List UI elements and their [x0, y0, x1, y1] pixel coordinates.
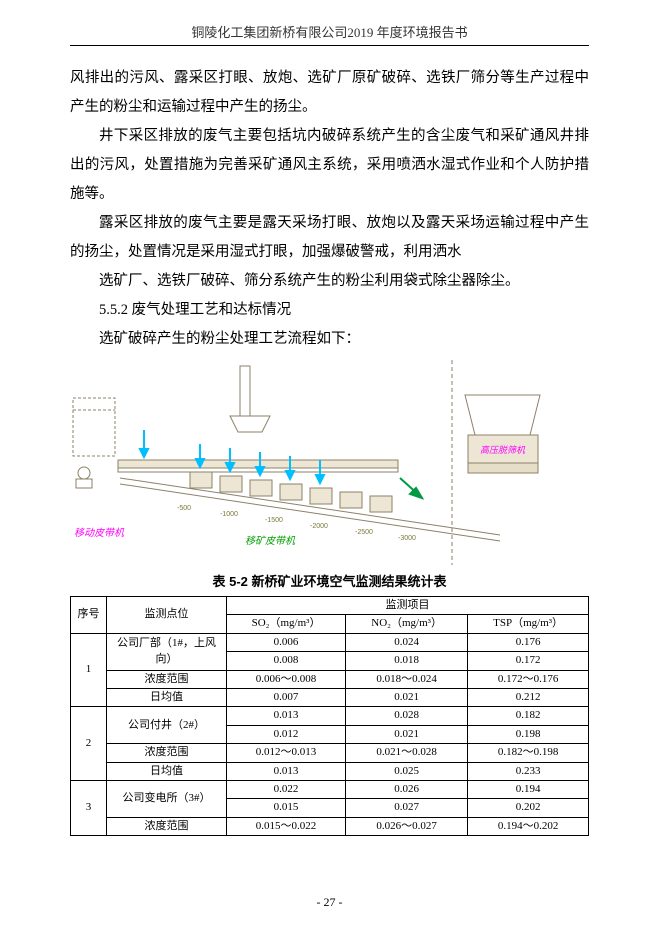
cell-value: 0.026: [346, 780, 468, 798]
cell-value: 0.172: [468, 652, 589, 670]
cell-value: 0.013: [227, 762, 346, 780]
cell-value: 0.202: [468, 799, 589, 817]
cell-value: 0.012～0.013: [227, 744, 346, 762]
cell-value: 0.182～0.198: [468, 744, 589, 762]
cell-point: 日均值: [107, 688, 227, 706]
cell-point: 公司变电所（3#）: [107, 780, 227, 817]
cell-value: 0.018: [346, 652, 468, 670]
cell-value: 0.021: [346, 725, 468, 743]
cell-value: 0.022: [227, 780, 346, 798]
cell-value: 0.172～0.176: [468, 670, 589, 688]
cell-value: 0.233: [468, 762, 589, 780]
cell-seq: 1: [71, 633, 107, 707]
cell-value: 0.194～0.202: [468, 817, 589, 835]
diagram-label-right: 高压脱筛机: [480, 445, 526, 455]
cell-seq: 2: [71, 707, 107, 781]
dim-label: -2500: [355, 529, 373, 536]
paragraph-2: 井下采区排放的废气主要包括坑内破碎系统产生的含尘废气和采矿通风井排出的污风，处置…: [70, 122, 589, 209]
process-diagram: -500 -1000 -1500 -2000 -2500 -3000 移动皮带机…: [70, 360, 589, 565]
dim-label: -2000: [310, 523, 328, 530]
diagram-label-left: 移动皮带机: [74, 527, 125, 539]
cell-value: 0.008: [227, 652, 346, 670]
cell-value: 0.212: [468, 688, 589, 706]
cell-value: 0.025: [346, 762, 468, 780]
th-so2: SO₂（mg/m³）: [227, 615, 346, 633]
diagram-label-center: 移矿皮带机: [245, 535, 296, 547]
cell-value: 0.015: [227, 799, 346, 817]
cell-point: 公司付井（2#）: [107, 707, 227, 744]
cell-value: 0.006: [227, 633, 346, 651]
monitoring-table: 序号 监测点位 监测项目 SO₂（mg/m³） NO₂（mg/m³） TSP（m…: [70, 596, 589, 836]
cell-value: 0.021～0.028: [346, 744, 468, 762]
cell-value: 0.028: [346, 707, 468, 725]
dim-label: -1000: [220, 511, 238, 518]
page-header: 铜陵化工集团新桥有限公司2019 年度环境报告书: [70, 22, 589, 46]
cell-value: 0.013: [227, 707, 346, 725]
paragraph-5: 5.5.2 废气处理工艺和达标情况: [70, 296, 589, 325]
paragraph-4: 选矿厂、选铁厂破碎、筛分系统产生的粉尘利用袋式除尘器除尘。: [70, 267, 589, 296]
body-text: 风排出的污风、露采区打眼、放炮、选矿厂原矿破碎、选铁厂筛分等生产过程中产生的粉尘…: [70, 64, 589, 354]
th-no2: NO₂（mg/m³）: [346, 615, 468, 633]
paragraph-1: 风排出的污风、露采区打眼、放炮、选矿厂原矿破碎、选铁厂筛分等生产过程中产生的粉尘…: [70, 64, 589, 122]
cell-point: 浓度范围: [107, 744, 227, 762]
paragraph-6: 选矿破碎产生的粉尘处理工艺流程如下：: [70, 325, 589, 354]
cell-point: 浓度范围: [107, 817, 227, 835]
dim-label: -1500: [265, 517, 283, 524]
th-seq: 序号: [71, 597, 107, 634]
th-group: 监测项目: [227, 597, 589, 615]
cell-point: 日均值: [107, 762, 227, 780]
cell-value: 0.176: [468, 633, 589, 651]
cell-value: 0.026～0.027: [346, 817, 468, 835]
cell-value: 0.182: [468, 707, 589, 725]
cell-value: 0.006～0.008: [227, 670, 346, 688]
cell-point: 浓度范围: [107, 670, 227, 688]
cell-value: 0.015～0.022: [227, 817, 346, 835]
cell-value: 0.007: [227, 688, 346, 706]
dim-label: -500: [177, 505, 191, 512]
th-tsp: TSP（mg/m³）: [468, 615, 589, 633]
cell-seq: 3: [71, 780, 107, 835]
cell-point: 公司厂部（1#，上风向）: [107, 633, 227, 670]
th-point: 监测点位: [107, 597, 227, 634]
paragraph-3: 露采区排放的废气主要是露天采场打眼、放炮以及露天采场运输过程中产生的扬尘，处置情…: [70, 209, 589, 267]
cell-value: 0.021: [346, 688, 468, 706]
cell-value: 0.024: [346, 633, 468, 651]
table-title: 表 5-2 新桥矿业环境空气监测结果统计表: [70, 571, 589, 590]
cell-value: 0.018～0.024: [346, 670, 468, 688]
cell-value: 0.027: [346, 799, 468, 817]
cell-value: 0.012: [227, 725, 346, 743]
cell-value: 0.198: [468, 725, 589, 743]
dim-label: -3000: [398, 535, 416, 542]
page-footer: - 27 -: [0, 895, 659, 910]
cell-value: 0.194: [468, 780, 589, 798]
